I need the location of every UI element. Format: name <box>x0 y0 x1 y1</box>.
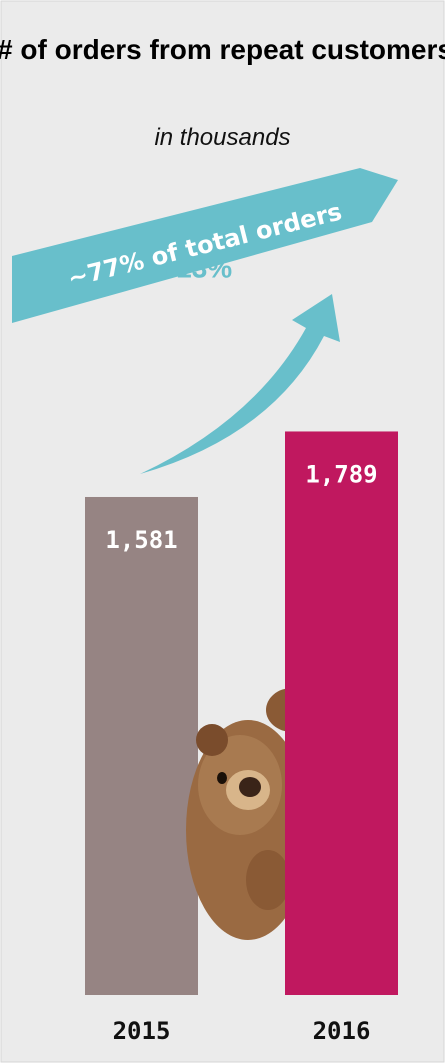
bear-ear <box>196 724 228 756</box>
x-tick-label: 2016 <box>313 1017 371 1045</box>
bar <box>285 431 398 995</box>
chart-subtitle: in thousands <box>0 124 445 152</box>
bear-nose <box>239 777 261 797</box>
x-tick-label: 2015 <box>113 1017 171 1045</box>
page: ~77% of total orders +13% 1,5812015 1,78… <box>0 0 445 1063</box>
bar <box>85 497 198 995</box>
value-label: 1,789 <box>305 460 377 488</box>
chart: ~77% of total orders +13% 1,5812015 1,78… <box>0 0 445 1063</box>
bear-paw <box>246 850 290 910</box>
bars: 1,581 2015 <box>85 497 198 1045</box>
value-label: 1,581 <box>105 526 177 554</box>
growth-label: +13% <box>160 252 232 283</box>
chart-title: # of orders from repeat customers <box>0 30 445 70</box>
front-bars: 1,789 2016 <box>285 431 398 1045</box>
bear-eye <box>217 772 227 784</box>
